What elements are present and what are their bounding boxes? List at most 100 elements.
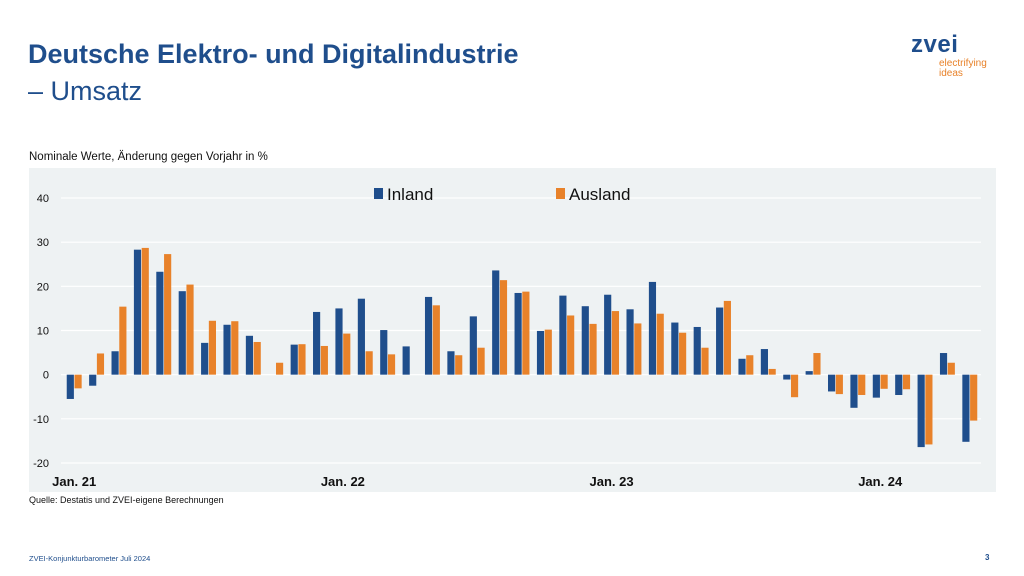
page-subtitle: – Umsatz (28, 76, 143, 106)
bar-ausland (925, 374, 933, 445)
bar-inland (626, 309, 634, 375)
logo-tagline-line-2: ideas (939, 68, 963, 79)
bar-ausland (679, 332, 687, 375)
bar-ausland (253, 341, 261, 375)
y-tick-label: -20 (33, 458, 49, 470)
bar-ausland (611, 311, 620, 375)
chart-container: 40 30 20 10 0 -10 -20 Jan. 21 Jan. 22 Jan. 23 Jan.… (29, 168, 996, 492)
bar-ausland (768, 368, 776, 375)
footer-text: ZVEI-Konjunkturbarometer Juli 2024 (29, 554, 151, 563)
bar-ausland (298, 344, 306, 375)
bar-ausland (589, 323, 597, 375)
bar-ausland (96, 353, 105, 375)
bar-ausland (141, 247, 149, 375)
bar-ausland (723, 300, 731, 375)
bar-ausland (119, 306, 127, 375)
bar-inland (693, 326, 701, 375)
bar-ausland (567, 315, 575, 375)
legend-label-ausland: Ausland (569, 185, 630, 204)
logo-tagline-line-1: electrifying (939, 58, 987, 69)
bar-inland (760, 349, 768, 375)
bar-inland (469, 316, 477, 375)
bar-ausland (320, 345, 328, 375)
bar-inland (604, 294, 612, 375)
bar-ausland (387, 354, 396, 375)
bar-ausland (701, 347, 709, 375)
y-tick-label: 40 (37, 193, 49, 205)
bar-inland (133, 249, 142, 375)
bar-ausland (186, 284, 194, 375)
bar-ausland (477, 347, 485, 375)
bar-inland (939, 353, 948, 375)
bar-inland (872, 374, 880, 398)
bar-inland (514, 292, 522, 375)
bar-ausland (970, 374, 978, 421)
bar-ausland (208, 320, 216, 375)
bar-ausland (902, 374, 911, 390)
y-tick-label: 30 (37, 237, 49, 249)
bar-inland (156, 271, 164, 375)
bar-inland (917, 374, 925, 448)
bar-inland (313, 311, 321, 375)
bar-inland (492, 270, 500, 375)
bar-ausland (880, 374, 888, 389)
y-tick-label: 10 (37, 326, 49, 338)
bar-ausland (790, 374, 799, 398)
bar-inland (895, 374, 903, 395)
bar-inland (402, 346, 410, 375)
bar-inland (581, 306, 589, 375)
bar-inland (245, 335, 254, 375)
bar-ausland (343, 333, 351, 375)
zvei-logo: zvei electrifying ideas (911, 33, 1001, 83)
bar-ausland (656, 313, 664, 375)
bar-ausland (746, 355, 754, 375)
bar-ausland (835, 374, 843, 395)
y-tick-label: 20 (37, 281, 49, 293)
bar-ausland (544, 329, 552, 375)
bar-ausland (634, 323, 642, 375)
bar-inland (380, 330, 388, 375)
legend-swatch-ausland (556, 188, 565, 199)
source-note: Quelle: Destatis und ZVEI-eigene Berechn… (29, 495, 224, 505)
bar-inland (201, 342, 209, 375)
bar-ausland (432, 305, 440, 375)
bar-ausland (947, 362, 955, 375)
bar-inland (335, 308, 343, 375)
bar-inland (89, 374, 97, 386)
bar-ausland (276, 362, 284, 375)
bar-inland (357, 298, 365, 375)
bar-inland (290, 344, 298, 375)
x-tick-label: Jan. 23 (590, 474, 634, 489)
bar-inland (962, 374, 970, 442)
page-title: Deutsche Elektro- und Digitalindustrie (28, 39, 519, 69)
bar-ausland (813, 353, 821, 375)
bar-inland (424, 296, 433, 375)
bar-ausland (858, 374, 866, 395)
bar-ausland (365, 351, 373, 375)
bar-inland (716, 307, 724, 375)
bar-inland (111, 351, 119, 375)
x-tick-label: Jan. 22 (321, 474, 365, 489)
bar-inland (223, 324, 231, 375)
bar-ausland (499, 280, 508, 375)
bar-inland (805, 371, 813, 375)
legend-swatch-inland (374, 188, 383, 199)
bar-inland (850, 374, 858, 408)
bar-inland (648, 281, 657, 375)
page-number: 3 (985, 553, 990, 562)
legend-label-inland: Inland (387, 185, 433, 204)
bar-ausland (164, 254, 172, 375)
bar-inland (447, 351, 455, 375)
bar-ausland (231, 321, 239, 375)
x-tick-label: Jan. 24 (858, 474, 903, 489)
bar-ausland (74, 374, 82, 389)
y-tick-label: -10 (33, 414, 49, 426)
x-tick-label: Jan. 21 (52, 474, 96, 489)
chart-caption: Nominale Werte, Änderung gegen Vorjahr i… (29, 151, 268, 163)
bar-inland (738, 358, 746, 375)
bar-inland (536, 330, 545, 375)
y-tick-label: 0 (43, 370, 49, 382)
bar-inland (828, 374, 836, 392)
bar-inland (783, 374, 791, 380)
